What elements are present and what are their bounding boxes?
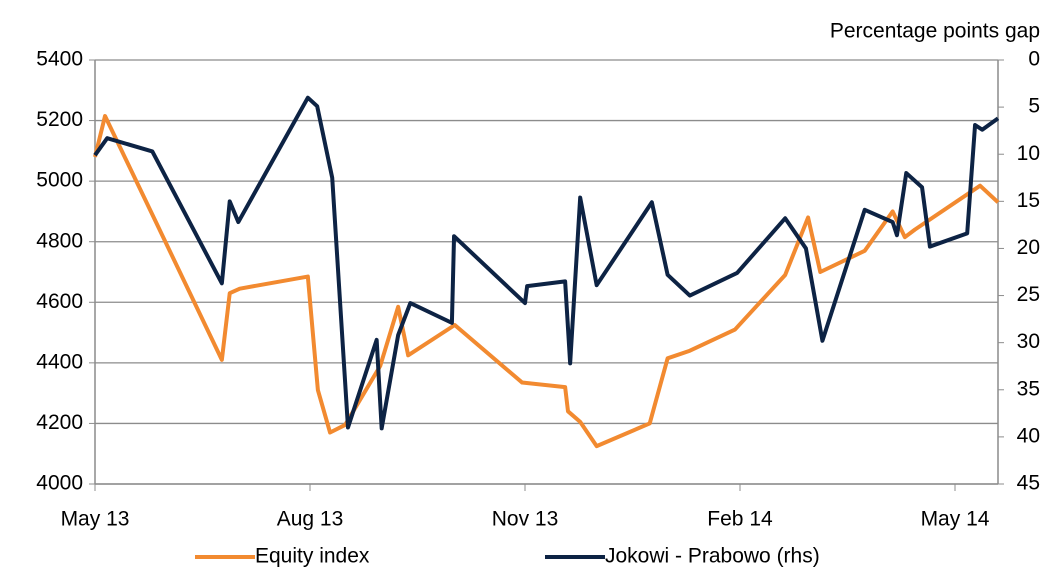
y2-tick-label: 0 [1028, 48, 1040, 71]
y2-tick-label: 5 [1028, 95, 1040, 118]
x-tick-label: May 13 [61, 508, 130, 531]
y-tick-label: 5000 [36, 169, 83, 192]
series-line [93, 114, 1000, 449]
y2-tick-label: 30 [1017, 330, 1040, 353]
y-tick-label: 5200 [36, 108, 83, 131]
y2-tick-label: 25 [1017, 283, 1040, 306]
y-tick-label: 4200 [36, 411, 83, 434]
y2-axis-label: Percentage points gap [830, 20, 1040, 43]
y-tick-label: 4600 [36, 290, 83, 313]
y-tick-label: 5400 [36, 48, 83, 71]
legend-label: Jokowi - Prabowo (rhs) [605, 545, 820, 568]
y-tick-label: 4800 [36, 229, 83, 252]
legend-label: Equity index [255, 545, 370, 568]
y-tick-label: 4000 [36, 472, 83, 495]
y2-tick-label: 45 [1017, 472, 1040, 495]
y2-tick-label: 20 [1017, 236, 1040, 259]
y2-tick-label: 40 [1017, 424, 1040, 447]
x-tick-label: Aug 13 [277, 508, 344, 531]
series-line [93, 95, 1000, 431]
x-tick-label: Feb 14 [707, 508, 773, 531]
x-tick-label: May 14 [921, 508, 990, 531]
y2-tick-label: 35 [1017, 377, 1040, 400]
x-tick-label: Nov 13 [492, 508, 559, 531]
y2-tick-label: 10 [1017, 142, 1040, 165]
y2-tick-label: 15 [1017, 189, 1040, 212]
y-tick-label: 4400 [36, 350, 83, 373]
